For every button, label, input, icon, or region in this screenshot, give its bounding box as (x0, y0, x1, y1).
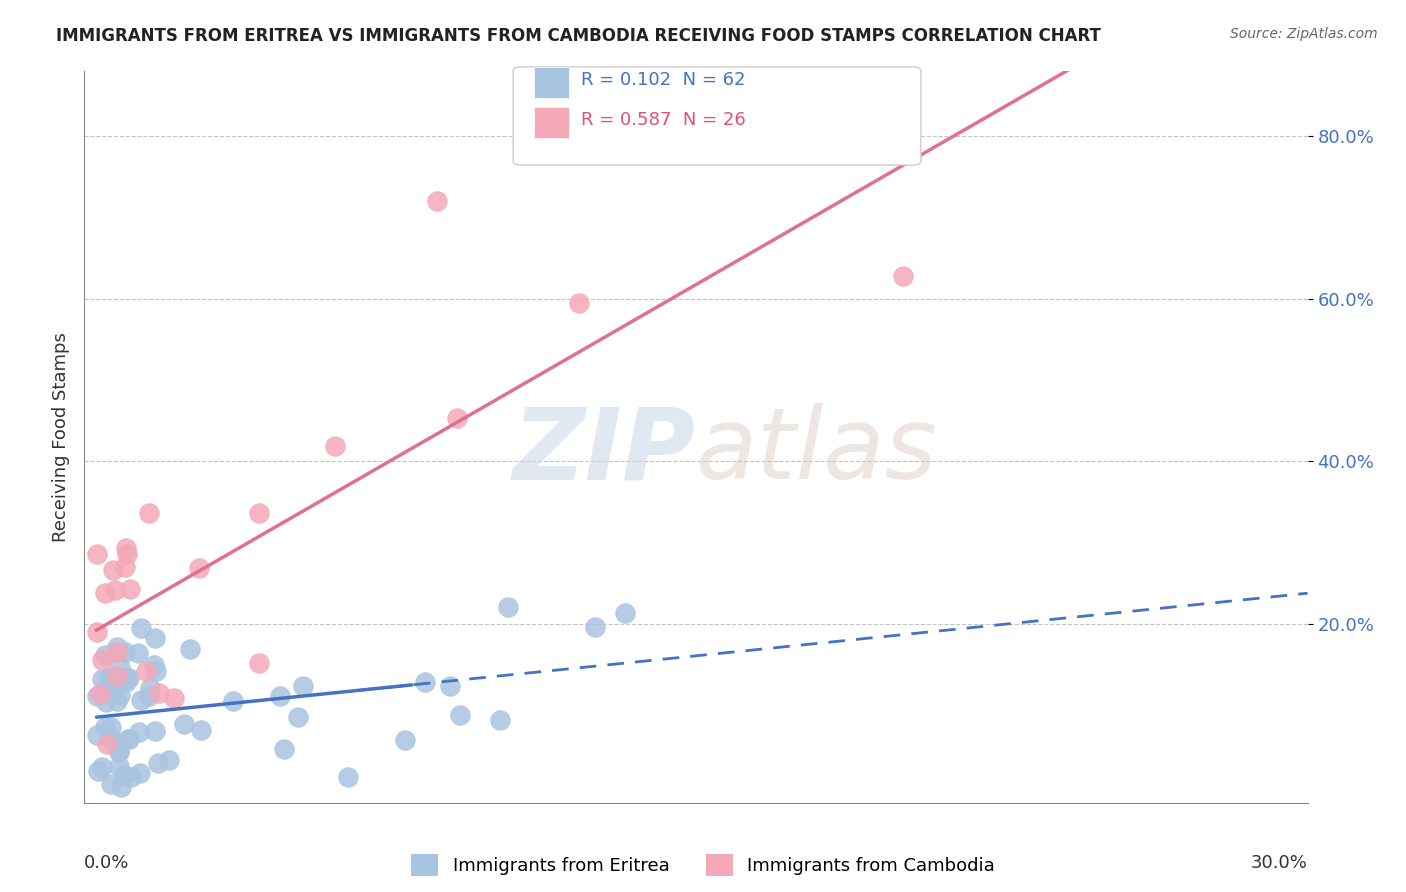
Point (146, 756, 169, 770)
Point (143, 657, 166, 672)
Point (114, 671, 136, 685)
Point (449, 708, 471, 723)
Point (439, 679, 461, 693)
Point (94, 720, 117, 734)
Text: R = 0.587  N = 26: R = 0.587 N = 26 (581, 112, 745, 129)
Point (145, 664, 167, 678)
Text: ZIP: ZIP (513, 403, 696, 500)
Point (86, 625, 108, 640)
Point (129, 765, 152, 780)
Point (90, 653, 112, 667)
Y-axis label: Receiving Food Stamps: Receiving Food Stamps (52, 332, 70, 542)
Text: atlas: atlas (696, 403, 938, 500)
Point (496, 599, 519, 614)
Point (127, 646, 149, 660)
Point (108, 759, 131, 773)
Point (148, 686, 170, 700)
Point (110, 780, 132, 794)
Point (157, 753, 180, 767)
Point (131, 692, 153, 706)
Point (247, 656, 270, 670)
Point (287, 710, 309, 724)
Text: IMMIGRANTS FROM ERITREA VS IMMIGRANTS FROM CAMBODIA RECEIVING FOOD STAMPS CORREL: IMMIGRANTS FROM ERITREA VS IMMIGRANTS FR… (56, 27, 1101, 45)
Point (100, 720, 122, 734)
Point (128, 725, 150, 739)
Point (103, 735, 125, 749)
Point (94, 648, 117, 662)
Point (105, 640, 128, 655)
Text: R = 0.102  N = 62: R = 0.102 N = 62 (581, 71, 745, 89)
Point (108, 745, 131, 759)
Point (104, 582, 127, 597)
Point (222, 693, 245, 707)
Point (179, 642, 201, 657)
Point (138, 506, 160, 520)
Point (117, 731, 139, 746)
Point (114, 560, 136, 574)
Point (101, 682, 124, 697)
Point (118, 671, 141, 685)
Point (108, 688, 131, 702)
Point (115, 675, 138, 690)
Text: 0.0%: 0.0% (84, 854, 129, 872)
Point (89, 687, 111, 701)
Point (100, 777, 122, 791)
Legend: Immigrants from Eritrea, Immigrants from Cambodia: Immigrants from Eritrea, Immigrants from… (404, 847, 1002, 883)
Point (269, 690, 291, 704)
Point (118, 582, 141, 596)
Text: 30.0%: 30.0% (1251, 854, 1308, 872)
Point (173, 716, 195, 731)
Point (97, 675, 120, 690)
Point (394, 732, 416, 747)
Point (415, 675, 437, 690)
Point (86, 689, 108, 703)
Point (96, 695, 118, 709)
Point (446, 411, 468, 425)
Point (187, 561, 209, 575)
Point (87, 764, 110, 778)
Point (190, 723, 212, 738)
Point (489, 713, 512, 727)
Point (273, 742, 295, 756)
Point (143, 632, 166, 646)
Point (118, 731, 141, 746)
Point (135, 665, 157, 679)
Point (613, 606, 636, 620)
Point (105, 644, 128, 658)
Point (86, 547, 108, 561)
Point (91, 760, 114, 774)
Point (292, 679, 315, 693)
Point (108, 660, 131, 674)
Point (143, 723, 166, 738)
Point (90, 672, 112, 686)
Point (129, 621, 152, 635)
Point (891, 269, 914, 284)
Point (86, 727, 108, 741)
Point (100, 732, 122, 747)
Point (426, 194, 449, 209)
Point (93, 586, 115, 600)
Point (138, 689, 160, 703)
Point (139, 681, 162, 695)
Text: Source: ZipAtlas.com: Source: ZipAtlas.com (1230, 27, 1378, 41)
Point (325, 440, 347, 454)
Point (337, 770, 360, 784)
Point (163, 690, 186, 705)
Point (115, 541, 138, 556)
Point (120, 770, 142, 784)
Point (114, 645, 136, 659)
Point (105, 669, 128, 683)
Point (101, 563, 124, 577)
Point (115, 547, 138, 561)
Point (567, 296, 589, 310)
Point (107, 676, 129, 690)
Point (105, 693, 128, 707)
Point (112, 768, 135, 782)
Point (583, 620, 606, 634)
Point (96, 737, 118, 751)
Point (98, 670, 121, 684)
Point (247, 506, 270, 520)
Point (108, 744, 131, 758)
